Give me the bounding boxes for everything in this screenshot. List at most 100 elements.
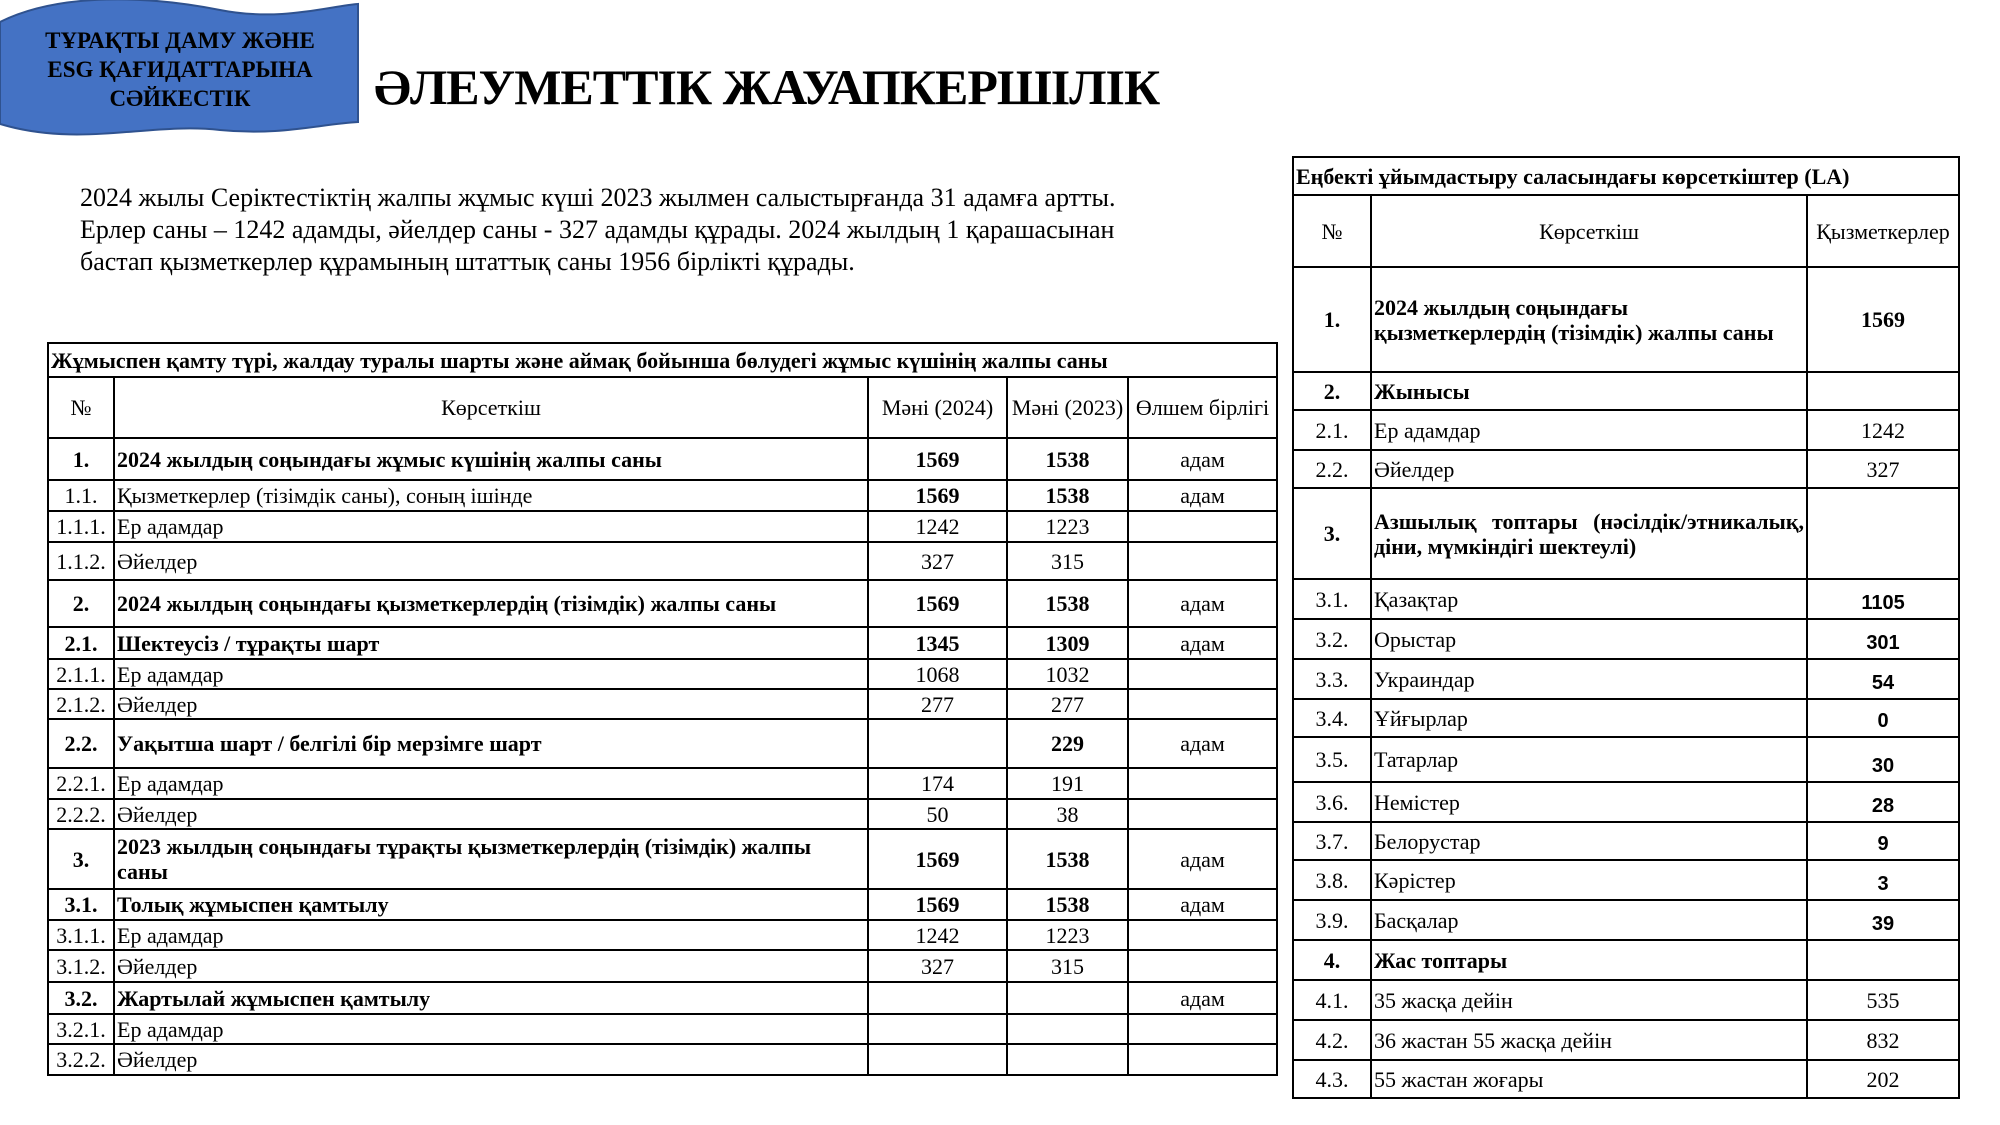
table-title: Еңбекті ұйымдастыру саласындағы көрсеткі… <box>1291 156 1961 196</box>
row-indicator: Уақытша шарт / белгілі бір мерзімге шарт <box>113 718 869 769</box>
row-unit <box>1126 1043 1279 1076</box>
row-value-2023: 1538 <box>1006 888 1129 921</box>
row-indicator: Басқалар <box>1370 899 1808 941</box>
table-row: 1. 2024 жылдың соңындағы жұмыс күшінің жа… <box>47 437 1279 481</box>
row-unit <box>1126 658 1279 690</box>
row-number: 3.2.2. <box>47 1043 115 1076</box>
table-row: 3.1. Қазақтар 1105 <box>1292 578 1961 620</box>
row-value-2024 <box>867 1013 1008 1045</box>
table-row: 3.2. Орыстар 301 <box>1292 618 1961 660</box>
header-indicator: Көрсеткіш <box>1370 194 1808 268</box>
row-number: 2.1. <box>1292 409 1372 451</box>
row-number: 2.1. <box>47 626 115 660</box>
row-number: 3. <box>47 828 115 890</box>
row-unit: адам <box>1126 479 1279 512</box>
workforce-table: Жұмыспен қамту түрі, жалдау туралы шарты… <box>46 342 1279 1076</box>
row-number: 2.2. <box>1292 449 1372 489</box>
banner-ribbon-shape <box>0 0 359 136</box>
row-number: 3.8. <box>1292 859 1372 901</box>
table-row: 2. 2024 жылдың соңындағы қызметкерлердің … <box>47 579 1279 628</box>
table-row: 3.2. Жартылай жұмыспен қамтылу адам <box>47 981 1279 1015</box>
row-value-2024: 1569 <box>867 479 1008 512</box>
table-row: 3.8. Кәрістер 3 <box>1292 859 1961 901</box>
table-row: 3.7. Белорустар 9 <box>1292 821 1961 861</box>
table-row: 2.2. Әйелдер 327 <box>1292 449 1961 489</box>
row-number: 2.1.2. <box>47 688 115 720</box>
table-row: 3.9. Басқалар 39 <box>1292 899 1961 941</box>
banner-line: ESG ҚАҒИДАТТАРЫНА <box>47 57 313 82</box>
row-indicator: Ер адамдар <box>113 658 869 690</box>
table-row: 3.5. Татарлар 30 <box>1292 736 1961 783</box>
row-unit <box>1126 919 1279 951</box>
table-row: 3.2.2. Әйелдер <box>47 1043 1279 1076</box>
row-number: 1.1.1. <box>47 510 115 543</box>
row-value: 1242 <box>1805 409 1961 451</box>
row-value-2023: 1032 <box>1006 658 1129 690</box>
intro-paragraph: 2024 жылы Серіктестіктің жалпы жұмыс күш… <box>80 182 1270 278</box>
table-row: 2.2. Уақытша шарт / белгілі бір мерзімге … <box>47 718 1279 769</box>
row-indicator: 2023 жылдың соңындағы тұрақты қызметкерл… <box>113 828 869 890</box>
table-row: 2. Жынысы <box>1292 371 1961 411</box>
table-row: 3. Азшылық топтары (нәсілдік/этникалық, д… <box>1292 487 1961 580</box>
row-value-2023: 1538 <box>1006 579 1129 628</box>
row-value-2023: 1309 <box>1006 626 1129 660</box>
row-indicator: Жас топтары <box>1370 939 1808 981</box>
table-row: 4. Жас топтары <box>1292 939 1961 981</box>
row-value-2024 <box>867 1043 1008 1076</box>
table-row: 1.1.1. Ер адамдар 1242 1223 <box>47 510 1279 543</box>
table-row: 2.2.2. Әйелдер 50 38 <box>47 798 1279 830</box>
row-indicator: Белорустар <box>1370 821 1808 861</box>
row-indicator: Татарлар <box>1370 736 1808 783</box>
row-value-2023 <box>1006 1013 1129 1045</box>
row-value-2023 <box>1006 1043 1129 1076</box>
row-unit: адам <box>1126 981 1279 1015</box>
row-value-2023: 1538 <box>1006 479 1129 512</box>
row-number: 3. <box>1292 487 1372 580</box>
table-row: 3.4. Ұйғырлар 0 <box>1292 698 1961 738</box>
row-number: 4.3. <box>1292 1059 1372 1099</box>
row-unit <box>1126 510 1279 543</box>
row-indicator: 2024 жылдың соңындағы қызметкерлердің (т… <box>1370 266 1808 373</box>
row-value-2023: 277 <box>1006 688 1129 720</box>
row-number: 3.2.1. <box>47 1013 115 1045</box>
table-row: 1.1.2. Әйелдер 327 315 <box>47 541 1279 581</box>
row-number: 3.5. <box>1292 736 1372 783</box>
row-number: 3.1. <box>47 888 115 921</box>
table-row: 2.1.2. Әйелдер 277 277 <box>47 688 1279 720</box>
row-value: 1105 <box>1805 578 1961 620</box>
row-value-2024: 1345 <box>867 626 1008 660</box>
row-indicator: Әйелдер <box>113 1043 869 1076</box>
header-indicator: Көрсеткіш <box>113 376 869 439</box>
row-number: 1. <box>1292 266 1372 373</box>
row-unit <box>1126 767 1279 800</box>
table-title-row: Жұмыспен қамту түрі, жалдау туралы шарты… <box>46 342 1279 378</box>
row-value-2024 <box>867 981 1008 1015</box>
row-value: 28 <box>1805 781 1961 823</box>
row-value: 9 <box>1805 821 1961 861</box>
row-indicator: Әйелдер <box>1370 449 1808 489</box>
row-value-2024: 1068 <box>867 658 1008 690</box>
row-value: 30 <box>1805 736 1961 783</box>
header-employees: Қызметкерлер <box>1805 194 1961 268</box>
row-value <box>1805 487 1961 580</box>
row-number: 2. <box>47 579 115 628</box>
row-value: 1569 <box>1805 266 1961 373</box>
table-row: 3.3. Украиндар 54 <box>1292 658 1961 700</box>
row-number: 3.4. <box>1292 698 1372 738</box>
row-unit <box>1126 688 1279 720</box>
table-row: 4.1. 35 жасқа дейін 535 <box>1292 979 1961 1021</box>
row-number: 2.2.1. <box>47 767 115 800</box>
row-indicator: Шектеусіз / тұрақты шарт <box>113 626 869 660</box>
table-row: 4.3. 55 жастан жоғары 202 <box>1292 1059 1961 1099</box>
row-indicator: 35 жасқа дейін <box>1370 979 1808 1021</box>
header-no: № <box>47 376 115 439</box>
row-indicator: 36 жастан 55 жасқа дейін <box>1370 1019 1808 1061</box>
table-row: 2.1. Шектеусіз / тұрақты шарт 1345 1309 адам <box>47 626 1279 660</box>
row-unit <box>1126 541 1279 581</box>
row-number: 2. <box>1292 371 1372 411</box>
row-value: 202 <box>1805 1059 1961 1099</box>
table-row: 3.1. Толық жұмыспен қамтылу 1569 1538 адам <box>47 888 1279 921</box>
table-header-row: № Көрсеткіш Қызметкерлер <box>1292 194 1961 268</box>
row-indicator: Орыстар <box>1370 618 1808 660</box>
header-value-2024: Мәні (2024) <box>867 376 1008 439</box>
